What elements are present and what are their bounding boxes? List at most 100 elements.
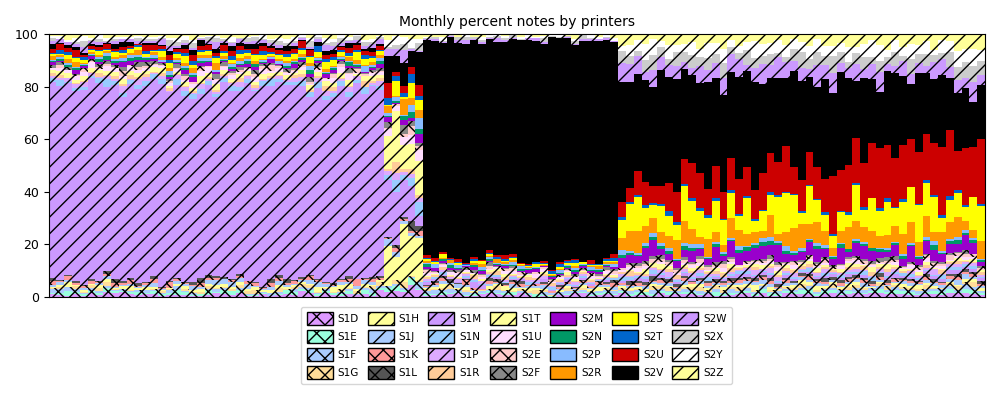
Bar bbox=[603, 278, 610, 280]
Bar bbox=[486, 253, 493, 254]
Bar bbox=[127, 278, 134, 280]
Bar bbox=[119, 67, 127, 71]
Bar bbox=[509, 282, 517, 284]
Bar bbox=[813, 167, 821, 199]
Bar bbox=[408, 135, 415, 144]
Bar bbox=[517, 40, 525, 263]
Bar bbox=[423, 38, 431, 39]
Bar bbox=[134, 85, 142, 89]
Bar bbox=[759, 263, 767, 266]
Bar bbox=[564, 294, 571, 295]
Bar bbox=[173, 74, 181, 75]
Bar bbox=[150, 52, 158, 56]
Bar bbox=[774, 296, 782, 297]
Bar bbox=[735, 293, 743, 294]
Bar bbox=[579, 39, 587, 41]
Bar bbox=[236, 87, 244, 91]
Bar bbox=[439, 263, 447, 264]
Bar bbox=[657, 285, 665, 286]
Bar bbox=[540, 282, 548, 284]
Bar bbox=[649, 218, 657, 233]
Bar bbox=[556, 34, 564, 37]
Bar bbox=[798, 263, 806, 264]
Bar bbox=[267, 70, 275, 73]
Bar bbox=[431, 287, 439, 289]
Bar bbox=[860, 275, 868, 278]
Bar bbox=[962, 254, 969, 257]
Bar bbox=[431, 37, 439, 39]
Bar bbox=[735, 280, 743, 283]
Bar bbox=[228, 43, 236, 46]
Bar bbox=[735, 34, 743, 46]
Bar bbox=[408, 174, 415, 178]
Bar bbox=[80, 53, 88, 55]
Bar bbox=[56, 293, 64, 295]
Bar bbox=[821, 79, 829, 179]
Bar bbox=[384, 56, 392, 83]
Bar bbox=[392, 49, 400, 56]
Bar bbox=[626, 276, 634, 277]
Bar bbox=[244, 34, 251, 37]
Bar bbox=[361, 94, 369, 278]
Bar bbox=[158, 291, 166, 294]
Bar bbox=[150, 73, 158, 74]
Bar bbox=[540, 272, 548, 274]
Bar bbox=[369, 56, 376, 58]
Bar bbox=[423, 255, 431, 258]
Bar bbox=[813, 278, 821, 281]
Bar bbox=[353, 64, 361, 65]
Bar bbox=[915, 289, 923, 291]
Bar bbox=[166, 76, 173, 77]
Bar bbox=[134, 288, 142, 290]
Bar bbox=[423, 294, 431, 296]
Bar bbox=[884, 280, 891, 283]
Bar bbox=[845, 261, 852, 263]
Bar bbox=[275, 72, 283, 75]
Bar bbox=[501, 277, 509, 280]
Bar bbox=[977, 284, 985, 286]
Bar bbox=[821, 278, 829, 282]
Bar bbox=[954, 261, 962, 264]
Bar bbox=[735, 285, 743, 287]
Bar bbox=[673, 291, 681, 293]
Bar bbox=[868, 277, 876, 281]
Bar bbox=[181, 43, 189, 45]
Bar bbox=[891, 290, 899, 294]
Bar bbox=[673, 275, 681, 279]
Bar bbox=[119, 42, 127, 47]
Bar bbox=[665, 44, 673, 58]
Bar bbox=[673, 270, 681, 273]
Bar bbox=[930, 241, 938, 245]
Bar bbox=[938, 232, 946, 251]
Bar bbox=[704, 277, 712, 281]
Bar bbox=[408, 51, 415, 67]
Bar bbox=[969, 272, 977, 274]
Bar bbox=[150, 289, 158, 290]
Bar bbox=[345, 282, 353, 284]
Bar bbox=[634, 254, 642, 256]
Bar bbox=[774, 262, 782, 265]
Bar bbox=[291, 284, 298, 286]
Bar bbox=[626, 204, 634, 231]
Bar bbox=[431, 271, 439, 272]
Bar bbox=[501, 264, 509, 265]
Bar bbox=[415, 202, 423, 216]
Bar bbox=[205, 58, 212, 61]
Bar bbox=[790, 279, 798, 281]
Bar bbox=[727, 268, 735, 272]
Bar bbox=[291, 62, 298, 64]
Bar bbox=[954, 244, 962, 252]
Bar bbox=[447, 268, 454, 270]
Bar bbox=[579, 274, 587, 276]
Bar bbox=[173, 62, 181, 64]
Bar bbox=[408, 83, 415, 98]
Bar bbox=[173, 49, 181, 52]
Bar bbox=[134, 77, 142, 79]
Bar bbox=[603, 271, 610, 274]
Bar bbox=[470, 291, 478, 292]
Bar bbox=[454, 278, 462, 280]
Bar bbox=[415, 134, 423, 143]
Bar bbox=[56, 50, 64, 54]
Bar bbox=[392, 192, 400, 245]
Bar bbox=[330, 83, 337, 87]
